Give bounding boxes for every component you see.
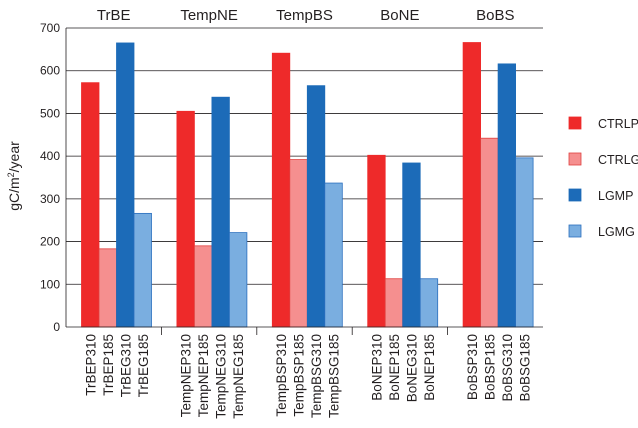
- legend-label: CTRLG: [598, 153, 638, 167]
- bar-TempBS-LGMP: [306, 85, 326, 328]
- y-tick-label: 400: [40, 149, 60, 163]
- bar-TempBS-CTRLP: [271, 52, 291, 328]
- category-label: TempNEG185: [231, 334, 246, 419]
- category-label: BoBSG310: [500, 334, 515, 402]
- category-label: TempBSG310: [309, 334, 324, 418]
- group-label: TrBE: [97, 7, 131, 24]
- category-label: BoNEP185: [387, 334, 402, 401]
- group-label: TempNE: [180, 7, 238, 24]
- legend-swatch-LGMP: [568, 188, 582, 202]
- group-label: TempBS: [276, 7, 333, 24]
- bar-TrBE-LGMP: [116, 42, 135, 328]
- bars: [81, 42, 534, 328]
- bar-TrBE-CTRLG: [98, 248, 117, 328]
- y-tick-label: 700: [40, 21, 60, 35]
- bar-BoNE-LGMP: [402, 162, 421, 328]
- y-tick-label: 500: [40, 106, 60, 120]
- legend-swatch-LGMG: [568, 224, 582, 238]
- category-label: TempBSP185: [292, 334, 307, 417]
- y-tick-label: 300: [40, 192, 60, 206]
- group-dividers: [160, 327, 449, 335]
- category-label: TempNEP310: [179, 334, 194, 417]
- category-label: BoBSG185: [517, 334, 532, 402]
- category-label: BoBSP310: [465, 334, 480, 400]
- y-tick-label: 0: [53, 320, 60, 334]
- y-axis-title: gC/m2/year: [6, 141, 22, 211]
- bar-BoBS-CTRLP: [462, 42, 482, 328]
- legend-swatch-CTRLG: [568, 152, 582, 166]
- category-label: BoNEG310: [404, 334, 419, 402]
- group-label: BoNE: [380, 7, 419, 24]
- category-label: TempBSP310: [274, 334, 289, 417]
- legend-label: LGMG: [598, 225, 635, 239]
- category-label: TempNEP185: [196, 334, 211, 417]
- category-label: TrBEG310: [118, 334, 133, 397]
- bar-BoNE-CTRLP: [367, 154, 386, 328]
- legend-swatch-CTRLP: [568, 116, 582, 130]
- bar-BoNE-LGMG: [419, 278, 439, 328]
- bar-BoBS-LGMP: [497, 63, 517, 328]
- bar-BoNE-CTRLG: [384, 278, 404, 328]
- bar-TempNE-LGMG: [228, 232, 248, 328]
- y-tick-label: 100: [40, 277, 60, 291]
- y-tick-label: 200: [40, 235, 60, 249]
- bar-BoBS-LGMG: [515, 157, 534, 328]
- category-label: BoNEP185: [422, 334, 437, 401]
- category-label: TrBEP310: [83, 334, 98, 396]
- bar-TempBS-LGMG: [324, 182, 343, 328]
- category-label: TempBSG185: [327, 334, 342, 418]
- group-labels: TrBE TempNE TempBS BoNE BoBS: [97, 7, 515, 24]
- bar-BoBS-CTRLG: [480, 137, 499, 328]
- bar-TempBS-CTRLG: [289, 159, 308, 328]
- bar-TrBE-LGMG: [133, 212, 152, 328]
- category-label: TrBEP185: [101, 334, 116, 396]
- bar-TrBE-CTRLP: [81, 82, 100, 328]
- legend: CTRLP CTRLG LGMP LGMG: [568, 116, 638, 239]
- category-labels: TrBEP310 TrBEP185 TrBEG310 TrBEG185 TempNEP3…: [83, 334, 532, 419]
- bar-TempNE-CTRLG: [193, 245, 213, 328]
- category-label: BoNEP310: [369, 334, 384, 401]
- category-label: TrBEG185: [136, 334, 151, 397]
- legend-label: CTRLP: [598, 117, 638, 131]
- bar-TempNE-CTRLP: [176, 110, 195, 328]
- bar-TempNE-LGMP: [211, 96, 230, 328]
- group-label: BoBS: [476, 7, 514, 24]
- legend-label: LGMP: [598, 189, 633, 203]
- category-label: TempNEG310: [214, 334, 229, 419]
- axes: [65, 28, 543, 328]
- y-tick-labels: 0 100 200 300 400 500 600 700: [40, 21, 60, 334]
- y-tick-label: 600: [40, 64, 60, 78]
- category-label: BoBSP185: [482, 334, 497, 400]
